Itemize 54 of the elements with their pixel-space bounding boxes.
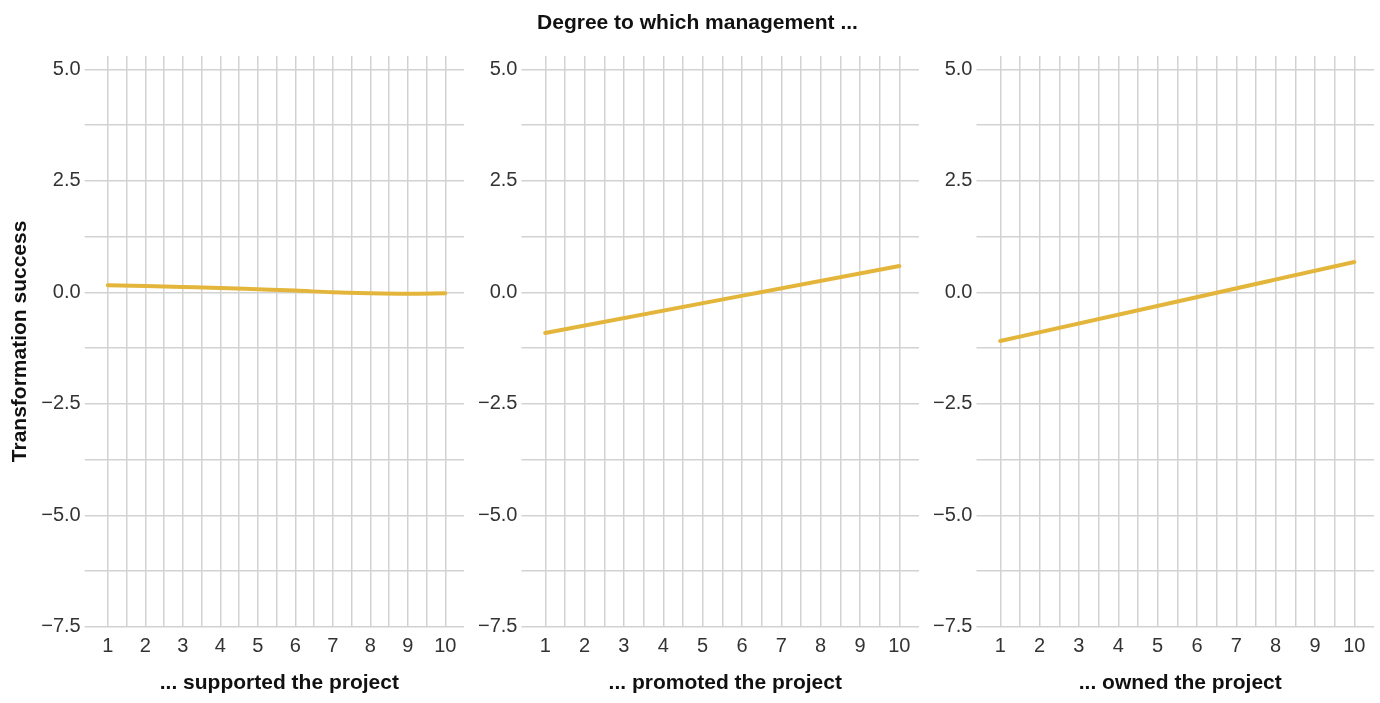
x-tick-label: 8 [364, 634, 376, 657]
y-tick-label: 2.5 [489, 168, 518, 191]
x-tick-label: 2 [1034, 634, 1046, 657]
x-tick-label: 4 [1112, 634, 1124, 657]
x-axis-title: ... promoted the project [608, 670, 842, 694]
x-tick-label: 10 [1343, 634, 1366, 657]
x-tick-label: 1 [102, 634, 114, 657]
x-tick-label: 2 [579, 634, 591, 657]
x-tick-label: 10 [888, 634, 911, 657]
x-tick-label: 5 [697, 634, 709, 657]
y-tick-label: 5.0 [944, 56, 973, 79]
y-tick-label: −7.5 [478, 614, 518, 637]
x-tick-label: 5 [1152, 634, 1164, 657]
y-tick-label: −7.5 [41, 614, 81, 637]
y-tick-label: −2.5 [478, 391, 518, 414]
x-tick-label: 5 [252, 634, 264, 657]
y-tick-label: −5.0 [478, 502, 518, 525]
chart-title: Degree to which management ... [536, 9, 859, 35]
y-tick-label: −2.5 [933, 391, 973, 414]
x-tick-label: 4 [214, 634, 226, 657]
x-tick-label: 9 [402, 634, 414, 657]
x-tick-label: 7 [327, 634, 339, 657]
x-tick-label: 6 [736, 634, 748, 657]
x-tick-label: 7 [1230, 634, 1242, 657]
y-tick-label: 0.0 [944, 279, 973, 302]
x-tick-label: 4 [657, 634, 669, 657]
y-tick-label: 5.0 [489, 56, 518, 79]
x-tick-label: 9 [1309, 634, 1321, 657]
x-tick-label: 10 [434, 634, 457, 657]
x-tick-label: 8 [815, 634, 827, 657]
x-tick-label: 1 [539, 634, 551, 657]
x-tick-label: 3 [1073, 634, 1085, 657]
x-tick-label: 6 [1191, 634, 1203, 657]
y-tick-label: 0.0 [489, 279, 518, 302]
x-axis-title: ... owned the project [1078, 670, 1282, 694]
y-tick-label: 0.0 [52, 279, 81, 302]
y-tick-label: −7.5 [933, 614, 973, 637]
y-tick-label: 5.0 [52, 56, 81, 79]
x-tick-label: 2 [139, 634, 151, 657]
y-tick-label: 2.5 [944, 168, 973, 191]
y-tick-label: −2.5 [41, 391, 81, 414]
x-tick-label: 7 [775, 634, 787, 657]
x-tick-label: 8 [1270, 634, 1282, 657]
line-series [105, 283, 448, 296]
y-axis-title: Transformation success [7, 220, 31, 463]
x-tick-label: 3 [618, 634, 630, 657]
x-tick-label: 6 [289, 634, 301, 657]
y-tick-label: −5.0 [41, 502, 81, 525]
y-tick-label: 2.5 [52, 168, 81, 191]
x-tick-label: 9 [854, 634, 866, 657]
x-tick-label: 3 [177, 634, 189, 657]
y-tick-label: −5.0 [933, 502, 973, 525]
x-tick-label: 1 [994, 634, 1006, 657]
x-axis-title: ... supported the project [159, 670, 399, 694]
